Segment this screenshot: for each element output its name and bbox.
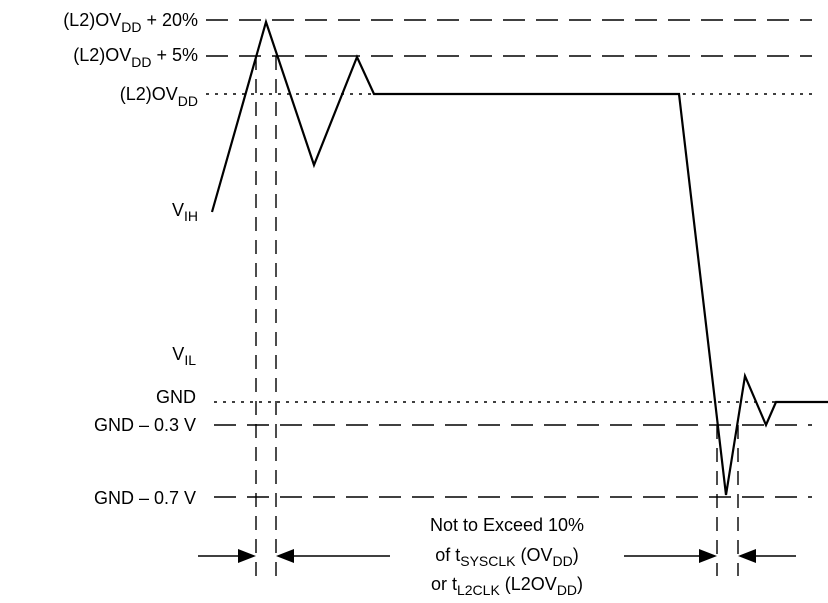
- annotation-line-2: of tSYSCLK (OVDD): [435, 545, 579, 569]
- right-outer-arrowhead: [738, 549, 756, 563]
- label-ovdd: (L2)OVDD: [120, 84, 198, 109]
- span-arrowhead-right: [699, 549, 717, 563]
- annotation-line-3: or tL2CLK (L2OVDD): [431, 574, 583, 598]
- left-outer-arrowhead: [238, 549, 256, 563]
- annotation-line-1: Not to Exceed 10%: [430, 515, 584, 535]
- label-gnd-minus-07: GND – 0.7 V: [94, 488, 196, 508]
- span-arrowhead-left: [276, 549, 294, 563]
- label-vih: VIH: [172, 200, 198, 224]
- label-gnd-minus-03: GND – 0.3 V: [94, 415, 196, 435]
- label-ovdd-plus-5: (L2)OVDD + 5%: [73, 45, 198, 70]
- signal-waveform: [210, 18, 828, 496]
- label-gnd: GND: [156, 387, 196, 407]
- label-ovdd-plus-20: (L2)OVDD + 20%: [63, 10, 198, 35]
- label-vil: VIL: [172, 344, 196, 368]
